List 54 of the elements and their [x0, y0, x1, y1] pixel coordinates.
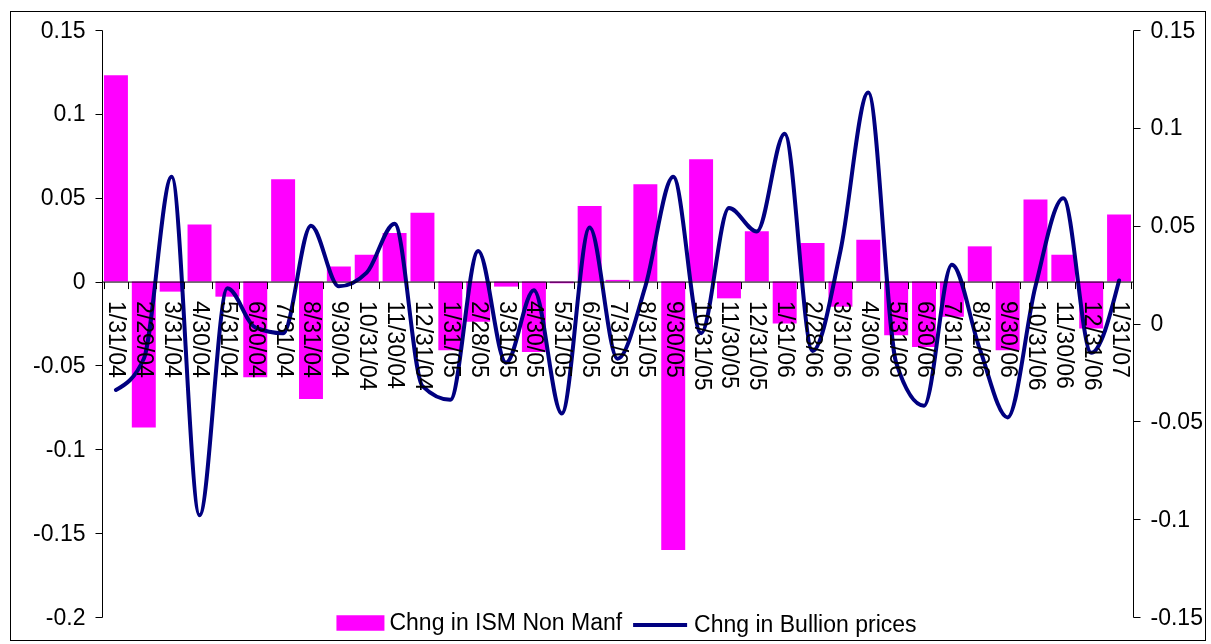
x-tick-label: 1/31/04 [104, 301, 131, 379]
x-tick-label: 8/31/06 [968, 301, 995, 378]
x-tick-label: 7/31/05 [606, 301, 632, 378]
x-tick-label: 4/30/04 [188, 301, 215, 379]
y-tick-label: 0.15 [40, 16, 86, 43]
y-tick-label: 0.05 [40, 184, 86, 211]
legend-label: Chng in Bullion prices [694, 611, 917, 637]
y2-tick-label: 0.05 [1150, 212, 1196, 239]
x-tick-label: 11/30/05 [717, 301, 744, 389]
x-tick-label: 12/31/04 [410, 301, 437, 391]
x-tick-label: 11/30/04 [383, 301, 410, 390]
legend-label: Chng in ISM Non Manf [389, 609, 623, 635]
x-tick-label: 3/31/04 [160, 301, 187, 379]
y2-tick-label: -0.15 [1150, 603, 1203, 630]
x-tick-label: 4/30/05 [522, 301, 549, 378]
y2-tick-label: -0.1 [1150, 505, 1191, 532]
y2-tick-label: 0.15 [1150, 16, 1196, 43]
x-tick-label: 9/30/04 [327, 301, 354, 379]
x-tick-label: 6/30/06 [912, 301, 939, 378]
x-tick-label: 7/31/04 [271, 301, 298, 379]
x-tick-label: 1/31/07 [1107, 301, 1134, 378]
x-tick-label: 9/30/06 [996, 301, 1023, 378]
x-tick-label: 10/31/05 [689, 301, 716, 391]
x-tick-label: 2/29/04 [132, 301, 159, 379]
y2-tick-label: -0.05 [1150, 407, 1203, 434]
x-tick-label: 5/31/05 [550, 301, 577, 378]
y-tick-label: 0.1 [53, 100, 86, 127]
x-tick-label: 4/30/06 [856, 301, 883, 378]
y-tick-label: -0.15 [33, 519, 86, 546]
x-tick-label: 5/31/06 [884, 301, 911, 378]
x-tick-label: 12/31/06 [1079, 301, 1106, 391]
y-tick-label: -0.1 [45, 435, 86, 462]
y2-tick-label: 0.1 [1150, 114, 1183, 141]
x-tick-label: 1/31/06 [773, 301, 800, 378]
x-tick-label: 2/28/05 [466, 301, 493, 378]
x-tick-label: 8/31/04 [299, 301, 326, 379]
x-tick-label: 12/31/05 [745, 301, 772, 391]
x-tick-label: 6/30/05 [578, 301, 605, 378]
x-tick-label: 3/31/06 [828, 301, 855, 378]
x-tick-label: 7/31/06 [940, 301, 967, 378]
x-tick-label: 8/31/05 [633, 301, 660, 378]
x-tick-label: 3/31/05 [494, 301, 521, 378]
x-tick-label: 10/31/06 [1023, 301, 1050, 391]
y-tick-label: 0 [72, 268, 86, 295]
x-tick-label: 1/31/05 [438, 301, 465, 378]
y-tick-label: -0.05 [33, 351, 86, 378]
x-tick-label: 5/31/04 [215, 301, 242, 379]
y2-tick-label: 0 [1150, 310, 1164, 336]
x-tick-label: 9/30/05 [661, 301, 688, 378]
x-tick-label: 2/28/06 [801, 301, 828, 378]
x-tick-label: 6/30/04 [243, 301, 270, 379]
x-tick-label: 11/30/06 [1051, 301, 1078, 389]
x-tick-label: 10/31/04 [355, 301, 382, 391]
y-tick-label: -0.2 [45, 603, 86, 630]
